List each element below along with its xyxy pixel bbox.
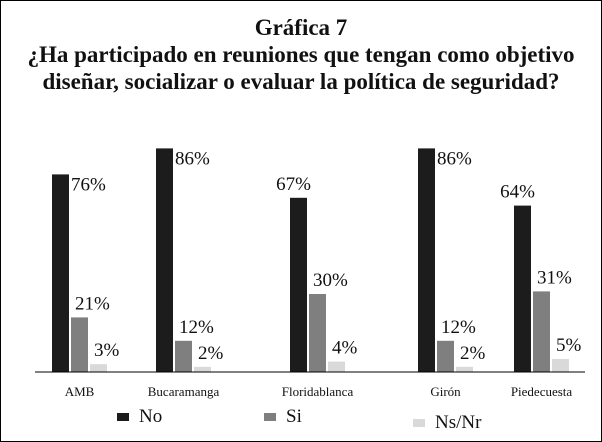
- value-label: 4%: [332, 338, 358, 359]
- legend-label: Ns/Nr: [435, 412, 482, 433]
- legend-swatch: [264, 413, 276, 421]
- title-block: Gráfica 7 ¿Ha participado en reuniones q…: [4, 14, 598, 95]
- value-label: 5%: [556, 335, 582, 356]
- bar: [71, 317, 88, 372]
- bar: [533, 291, 550, 372]
- bar: [514, 205, 531, 372]
- bar: [418, 148, 435, 372]
- x-tick-label: Piedecuesta: [511, 384, 573, 399]
- value-label: 64%: [500, 182, 535, 203]
- value-label: 76%: [71, 174, 106, 195]
- value-label: 67%: [276, 174, 311, 195]
- bar: [90, 364, 107, 372]
- x-tick-label: Bucaramanga: [148, 384, 220, 399]
- bar: [552, 359, 569, 372]
- chart-subtitle: ¿Ha participado en reuniones que tengan …: [27, 42, 575, 94]
- chart-title: Gráfica 7: [254, 15, 348, 40]
- x-tick-label: Floridablanca: [282, 384, 354, 399]
- x-tick-label: AMB: [65, 384, 95, 399]
- value-label: 31%: [537, 267, 572, 288]
- value-label: 2%: [460, 343, 486, 364]
- bar: [52, 174, 69, 372]
- bar: [456, 366, 473, 372]
- value-label: 12%: [441, 317, 476, 338]
- bar: [194, 366, 211, 372]
- value-label: 12%: [179, 317, 214, 338]
- legend-label: Si: [286, 406, 302, 427]
- bar: [309, 294, 326, 372]
- x-tick-label: Girón: [430, 384, 461, 399]
- bar: [437, 340, 454, 372]
- bar: [290, 197, 307, 372]
- value-label: 86%: [437, 148, 472, 169]
- legend-label: No: [139, 406, 162, 427]
- bar: [175, 340, 192, 372]
- value-label: 3%: [94, 340, 120, 361]
- value-label: 86%: [175, 148, 210, 169]
- legend-swatch: [413, 419, 425, 427]
- bar: [156, 148, 173, 372]
- bar: [328, 361, 345, 372]
- value-label: 30%: [313, 270, 348, 291]
- legend-swatch: [117, 413, 129, 421]
- value-label: 21%: [75, 293, 110, 314]
- value-label: 2%: [198, 343, 224, 364]
